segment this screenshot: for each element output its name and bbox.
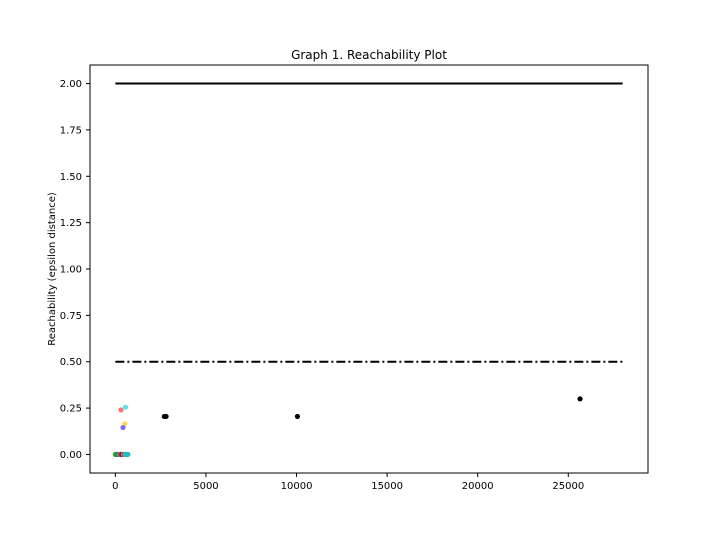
data-point xyxy=(118,407,124,413)
y-tick-label: 0.50 xyxy=(60,357,82,368)
data-point xyxy=(577,396,583,402)
y-tick-label: 0.00 xyxy=(60,450,82,461)
data-point xyxy=(163,413,169,420)
data-point xyxy=(122,404,129,410)
x-axis-ticks: 0 5000 10000 15000 20000 25000 xyxy=(112,473,584,492)
y-tick-label: 0.25 xyxy=(60,404,82,415)
x-tick-label: 5000 xyxy=(193,481,218,492)
y-tick-label: 1.50 xyxy=(60,172,82,183)
y-axis-ticks: 0.00 0.25 0.50 0.75 1.00 1.25 1.50 1.75 2.00 xyxy=(60,79,90,461)
data-point xyxy=(294,413,301,420)
x-tick-label: 20000 xyxy=(462,481,494,492)
data-point xyxy=(125,451,131,458)
y-tick-label: 1.75 xyxy=(60,125,82,136)
x-tick-label: 15000 xyxy=(371,481,403,492)
x-tick-label: 25000 xyxy=(552,481,584,492)
y-tick-label: 1.25 xyxy=(60,218,82,229)
x-tick-label: 10000 xyxy=(281,481,313,492)
y-tick-label: 0.75 xyxy=(60,311,82,322)
y-tick-label: 2.00 xyxy=(60,79,82,90)
data-points xyxy=(112,396,583,458)
x-tick-label: 0 xyxy=(112,481,118,492)
chart-title: Graph 1. Reachability Plot xyxy=(291,48,447,62)
reference-lines xyxy=(115,82,623,363)
y-tick-label: 1.00 xyxy=(60,265,82,276)
y-axis-label: Reachability (epsilon distance) xyxy=(47,192,58,346)
plot-frame xyxy=(89,64,649,474)
data-point xyxy=(120,424,126,431)
